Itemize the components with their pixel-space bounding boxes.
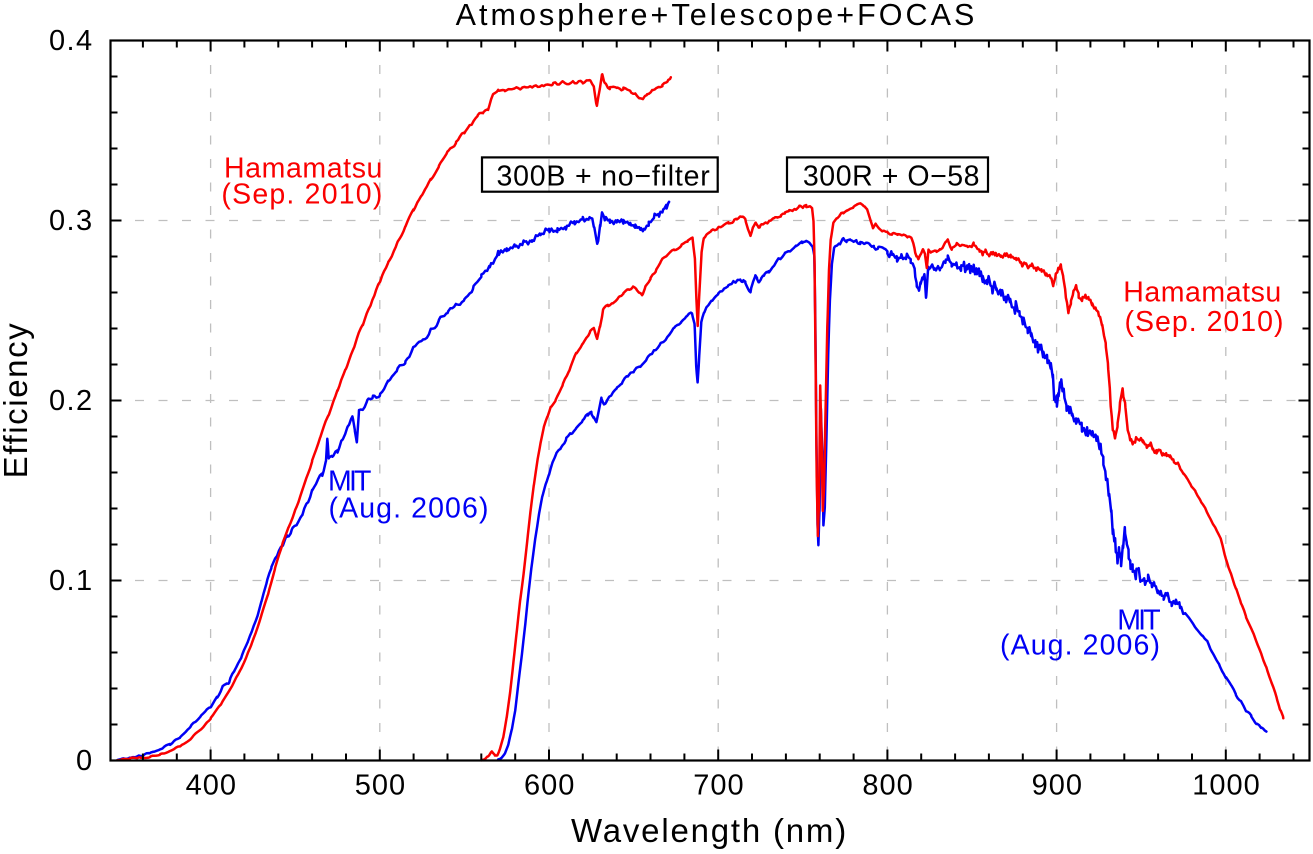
svg-text:700: 700 — [693, 769, 744, 801]
svg-text:(Aug. 2006): (Aug. 2006) — [1000, 630, 1161, 662]
svg-text:Efficiency: Efficiency — [0, 322, 34, 479]
svg-text:(Sep. 2010): (Sep. 2010) — [221, 179, 383, 211]
svg-text:600: 600 — [524, 769, 575, 801]
svg-text:MIT: MIT — [1117, 605, 1160, 637]
svg-text:Wavelength (nm): Wavelength (nm) — [571, 812, 848, 849]
svg-text:0.2: 0.2 — [49, 385, 94, 417]
svg-text:1000: 1000 — [1192, 769, 1261, 801]
svg-text:0.4: 0.4 — [49, 25, 94, 57]
svg-text:300B + no−filter: 300B + no−filter — [496, 161, 710, 193]
svg-text:0.1: 0.1 — [49, 565, 94, 597]
svg-text:Atmosphere+Telescope+FOCAS: Atmosphere+Telescope+FOCAS — [456, 0, 978, 32]
svg-text:(Aug. 2006): (Aug. 2006) — [329, 493, 490, 525]
svg-text:MIT: MIT — [328, 466, 371, 498]
svg-text:0: 0 — [76, 745, 94, 777]
svg-text:Hamamatsu: Hamamatsu — [224, 153, 383, 185]
svg-text:300R + O−58: 300R + O−58 — [803, 161, 980, 193]
svg-text:(Sep. 2010): (Sep. 2010) — [1125, 306, 1285, 338]
svg-text:Hamamatsu: Hamamatsu — [1123, 277, 1282, 309]
svg-text:900: 900 — [1032, 769, 1083, 801]
svg-text:0.3: 0.3 — [49, 205, 94, 237]
svg-text:500: 500 — [355, 769, 406, 801]
svg-text:800: 800 — [862, 769, 913, 801]
svg-text:400: 400 — [186, 769, 237, 801]
